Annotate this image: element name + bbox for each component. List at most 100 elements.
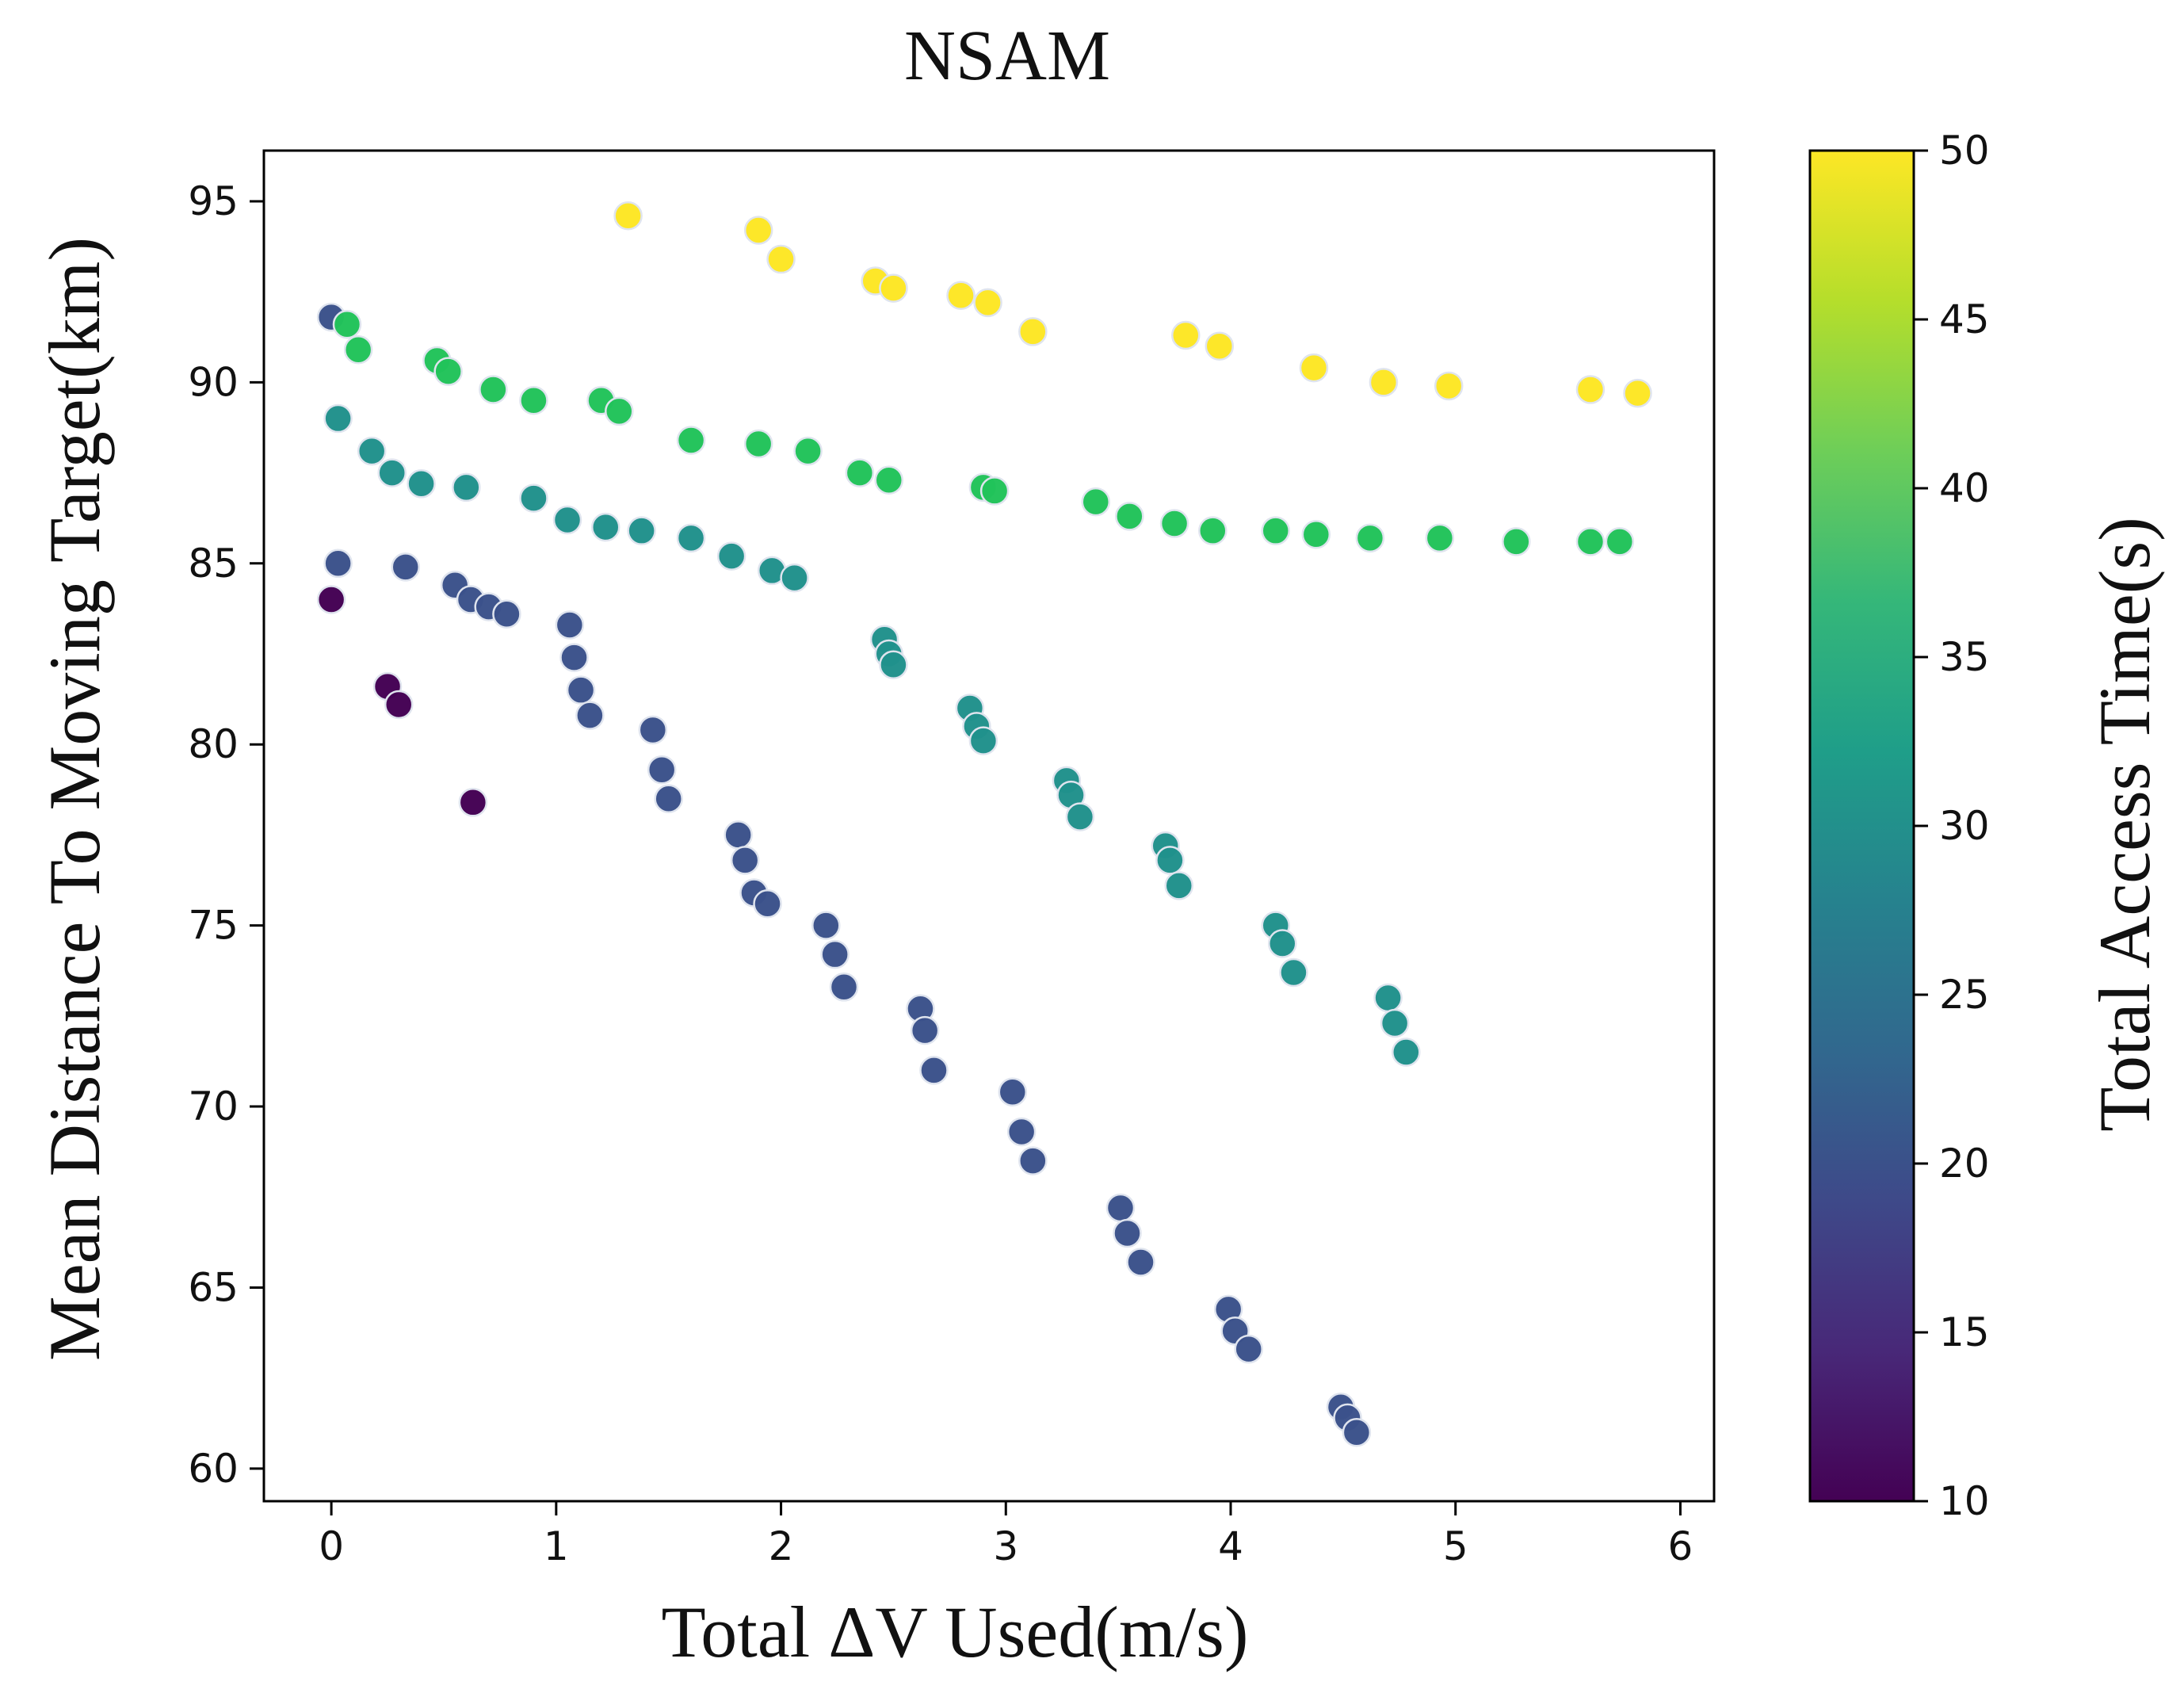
- plot-area: 0 1 2 3 4 5 6 60 65 70 75 80 85 90 95: [188, 178, 1693, 1569]
- scatter-point: [716, 541, 746, 571]
- scatter-point: [1268, 929, 1297, 958]
- scatter-point: [433, 357, 463, 386]
- scatter-point: [343, 335, 373, 365]
- scatter-point: [323, 548, 353, 579]
- chart-title: NSAM: [904, 17, 1110, 95]
- scatter-point: [654, 784, 683, 813]
- scatter-point: [1623, 378, 1652, 408]
- scatter-point: [332, 310, 362, 339]
- scatter-point: [407, 469, 436, 499]
- scatter-point: [575, 701, 605, 730]
- scatter-point: [1355, 523, 1385, 553]
- scatter-point: [1018, 317, 1048, 346]
- scatter-point: [452, 472, 481, 503]
- colorbar-label: Total Access Time(s): [2084, 517, 2165, 1132]
- scatter-point: [730, 846, 760, 875]
- scatter-point: [1113, 1218, 1142, 1248]
- scatter-point: [766, 244, 796, 274]
- scatter-point: [613, 201, 643, 231]
- scatter-point: [1279, 957, 1308, 988]
- scatter-point: [1198, 516, 1228, 545]
- scatter-point: [377, 458, 407, 487]
- scatter-point: [743, 216, 773, 245]
- scatter-point: [357, 436, 387, 466]
- scatter-point: [555, 610, 585, 640]
- scatter-point: [1081, 487, 1111, 517]
- y-tick-label: 85: [188, 541, 239, 587]
- scatter-point: [743, 429, 773, 459]
- scatter-point: [874, 465, 903, 495]
- x-tick-label: 5: [1443, 1523, 1468, 1569]
- scatter-point: [1159, 509, 1189, 538]
- y-tick-label: 65: [188, 1264, 239, 1310]
- scatter-point: [519, 483, 548, 513]
- scatter-point: [1434, 371, 1464, 401]
- scatter-point: [559, 643, 589, 672]
- scatter-point: [910, 1015, 940, 1045]
- scatter-point: [1299, 353, 1329, 383]
- x-tick-label: 4: [1218, 1523, 1243, 1569]
- scatter-point: [566, 675, 596, 705]
- scatter-point: [316, 585, 346, 614]
- x-axis-label: Total ΔV Used(m/s): [662, 1592, 1249, 1672]
- series-40s: [332, 310, 1635, 556]
- scatter-point: [998, 1077, 1028, 1107]
- colorbar-tick-label: 50: [1939, 128, 1990, 174]
- scatter-point: [845, 458, 875, 487]
- scatter-point: [1373, 983, 1403, 1013]
- scatter-point: [627, 516, 656, 545]
- scatter-point: [323, 403, 353, 434]
- scatter-point: [1126, 1248, 1155, 1277]
- scatter-point: [1369, 368, 1399, 397]
- scatter-point: [1115, 502, 1144, 531]
- scatter-point: [492, 599, 521, 629]
- series-30s: [323, 403, 1421, 1067]
- scatter-point: [638, 715, 668, 745]
- scatter-point: [1065, 802, 1095, 831]
- x-tick-label: 0: [319, 1523, 344, 1569]
- scatter-point: [1605, 527, 1635, 556]
- y-tick-label: 70: [188, 1083, 239, 1129]
- scatter-point: [1155, 846, 1185, 875]
- x-tick-label: 3: [993, 1523, 1018, 1569]
- scatter-point: [879, 273, 908, 303]
- colorbar-tick-label: 45: [1939, 296, 1990, 342]
- scatter-point: [552, 505, 582, 535]
- series-50s: [613, 201, 1652, 408]
- scatter-point: [1380, 1008, 1410, 1038]
- y-tick-label: 95: [188, 178, 239, 224]
- colorbar-tick-label: 30: [1939, 803, 1990, 849]
- scatter-point: [676, 523, 706, 553]
- scatter-point: [1425, 523, 1455, 553]
- scatter-point: [753, 889, 782, 919]
- scatter-point: [391, 552, 420, 582]
- scatter-point: [1006, 1117, 1037, 1147]
- scatter-point: [384, 690, 414, 720]
- series-20s: [316, 302, 1372, 1447]
- scatter-point: [1105, 1193, 1136, 1223]
- scatter-point: [1234, 1334, 1263, 1364]
- series-10s: [316, 585, 488, 817]
- scatter-point: [1018, 1146, 1048, 1175]
- y-tick-label: 60: [188, 1446, 239, 1492]
- scatter-point: [919, 1056, 949, 1085]
- y-axis-label: Mean Distance To Moving Target(km): [34, 237, 115, 1361]
- x-tick-label: 6: [1668, 1523, 1693, 1569]
- colorbar-tick-label: 35: [1939, 634, 1990, 680]
- scatter-point: [793, 436, 823, 466]
- scatter-point: [1342, 1417, 1372, 1447]
- scatter-point: [968, 726, 998, 755]
- y-tick-label: 80: [188, 721, 239, 767]
- x-tick-label: 2: [769, 1523, 794, 1569]
- colorbar-tick-label: 15: [1939, 1309, 1990, 1355]
- colorbar-gradient: [1808, 149, 1915, 1503]
- scatter-point: [724, 820, 753, 850]
- scatter-point: [829, 973, 859, 1002]
- scatter-point: [1575, 527, 1606, 556]
- scatter-point: [676, 426, 706, 455]
- scatter-point: [1392, 1038, 1421, 1067]
- scatter-point: [1171, 320, 1201, 350]
- scatter-point: [1164, 871, 1193, 900]
- colorbar-tick-label: 20: [1939, 1141, 1990, 1187]
- scatter-point: [647, 755, 677, 785]
